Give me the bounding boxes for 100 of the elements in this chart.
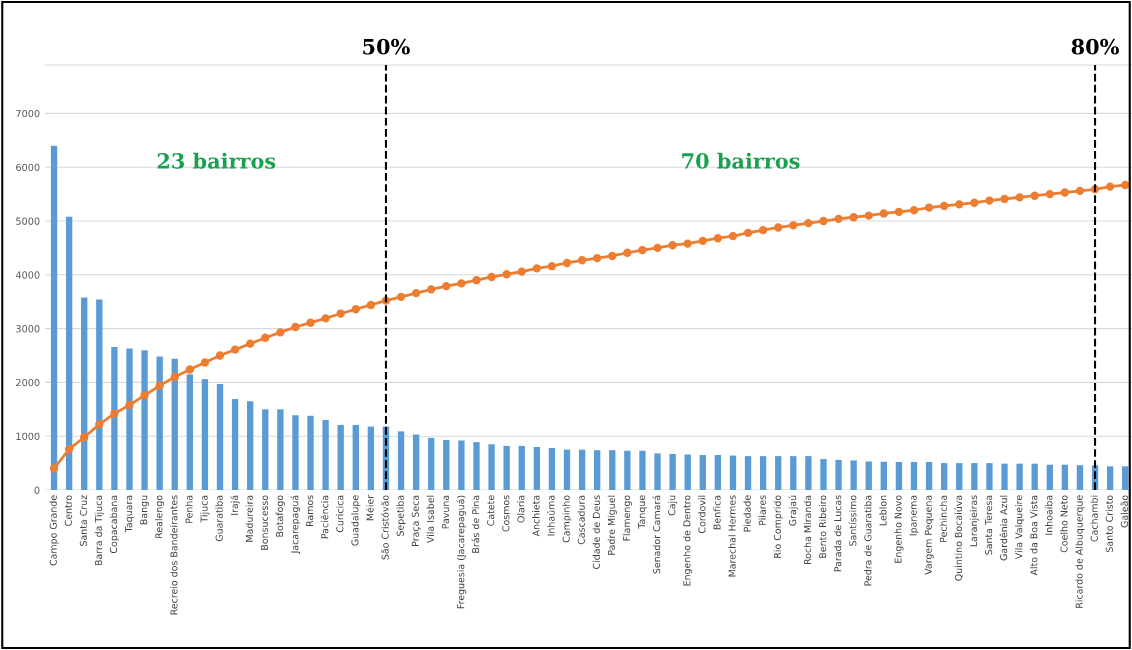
bar [141,350,148,490]
x-tick-label: Campo Grande [49,495,59,566]
x-tick-label: Pavuna [442,495,450,529]
annotation: 23 bairros [157,152,276,169]
bar [488,444,495,490]
x-tick-label: Bonsucesso [260,495,269,550]
bar [956,463,963,490]
bar [96,299,103,490]
bar [1031,463,1038,490]
bar [503,445,510,490]
x-tick-label: Santa Cruz [79,495,87,546]
x-tick-label: Ramos [306,495,314,526]
bar [971,463,978,490]
x-tick-label: Galeão [1120,495,1128,528]
bar [50,145,58,490]
x-tick-label: Guadalupe [351,495,361,546]
bar [1001,463,1008,490]
x-tick-label: Irajá [230,495,240,515]
bar [458,440,465,490]
x-tick-label: Caju [668,495,678,516]
bar [156,356,163,490]
x-tick-label: Piedade [743,495,751,532]
bar [563,449,571,490]
bar [624,450,631,490]
bar [1061,464,1069,490]
bar [428,437,435,490]
bar [1046,464,1053,490]
x-tick-label: Rio Comprido [773,495,783,558]
x-tick-label: Santo Cristo [1105,495,1113,552]
x-tick-label: Catete [487,495,495,526]
bar [639,450,646,490]
x-tick-label: Bangu [140,495,150,525]
x-tick-label: Parada de Lucas [833,495,842,572]
bar [850,460,857,490]
bar [910,462,918,490]
bar [880,461,887,490]
x-tick-label: Vila Valqueire [1015,495,1025,560]
y-tick-label: 5000 [16,217,40,225]
x-tick-label: Realengo [155,495,165,538]
x-tick-label: Bento Ribeiro [818,495,827,558]
x-tick-label: Marechal Hermes [728,495,736,577]
x-tick-label: Ricardo de Albuquerque [1075,495,1085,608]
bar [986,463,993,490]
ref-line-label: 80% [1071,38,1119,55]
x-tick-label: Taquara [125,495,135,533]
x-tick-label: Anchieta [532,495,540,537]
bar [820,459,827,490]
x-tick-label: Leblon [879,495,887,526]
x-tick-label: Pilares [758,495,766,525]
x-tick-label: Rocha Miranda [803,495,812,565]
x-tick-label: Ipanema [909,495,919,536]
x-tick-label: Laranjeiras [969,495,979,547]
x-tick-label: Benfica [713,495,721,530]
bar [518,445,525,490]
bar [247,401,254,490]
annotation: 70 bairros [682,152,800,169]
bar [1016,463,1023,490]
bar [669,453,676,490]
x-tick-label: Campinho [562,495,572,543]
bar [337,424,344,490]
x-tick-label: Freguesia (Jacarepaguá) [456,495,467,609]
bar [352,424,359,490]
bar [397,431,405,490]
bar [759,456,767,490]
bar [578,449,586,490]
bar [216,384,224,490]
bar [594,450,601,490]
y-tick-label: 1000 [16,432,40,441]
bar [729,455,737,490]
bar [201,379,209,490]
y-tick-label: 0 [34,486,40,494]
bar [865,461,872,490]
y-tick-label: 2000 [16,378,40,387]
bar [941,463,948,490]
x-tick-label: Botafogo [275,495,285,537]
x-tick-label: Inhaúma [546,495,555,536]
bar [533,446,540,490]
bar [412,434,420,490]
bar [277,409,284,490]
bar [654,453,661,490]
bar [835,459,842,490]
x-tick-label: Jacarepaguá [290,495,301,554]
bar [292,415,299,490]
x-tick-label: Quintino Bocaiúva [954,495,964,581]
x-tick-label: Sepetiba [396,495,406,536]
bar [609,450,616,490]
x-tick-label: Praça Seca [411,495,421,546]
x-tick-label: Vargem Pequena [924,495,934,575]
x-tick-label: Cidade de Deus [592,495,600,569]
x-tick-label: Vila Isabel [426,495,434,543]
bar [548,448,556,490]
x-tick-label: Recreio dos Bandeirantes [170,495,178,615]
bar [790,456,797,490]
x-tick-label: Cachambi [1090,495,1098,542]
x-tick-label: Cascadura [577,495,585,545]
x-tick-label: Gardênia Azul [999,495,1008,561]
y-tick-label: 4000 [15,271,40,279]
x-tick-label: Tijuca [200,495,210,523]
x-tick-label: Penha [185,495,193,523]
x-tick-label: Flamengo [622,495,632,541]
